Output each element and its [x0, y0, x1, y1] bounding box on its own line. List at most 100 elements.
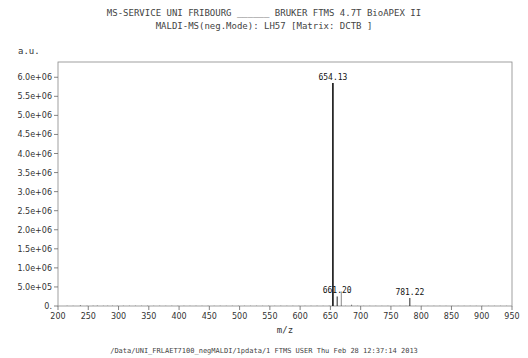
peak	[311, 305, 312, 306]
peak	[123, 305, 124, 306]
x-tick	[88, 306, 89, 310]
x-tick-label: 550	[262, 312, 277, 321]
peak	[189, 305, 190, 306]
x-tick-label: 200	[50, 312, 65, 321]
peak	[500, 305, 501, 306]
peak	[409, 298, 410, 306]
x-tick-label: 900	[474, 312, 489, 321]
x-tick-label: 850	[444, 312, 459, 321]
peak	[274, 305, 275, 306]
peak	[220, 305, 221, 306]
peak	[415, 305, 416, 306]
peak	[80, 305, 81, 306]
x-tick-label: 350	[141, 312, 156, 321]
peak	[165, 305, 166, 306]
peak	[244, 305, 245, 306]
peak	[147, 305, 148, 306]
y-tick	[54, 306, 58, 307]
x-tick-label: 700	[353, 312, 368, 321]
x-tick	[58, 306, 59, 310]
x-tick-label: 300	[111, 312, 126, 321]
x-tick-label: 800	[414, 312, 429, 321]
x-tick	[239, 306, 240, 310]
peak	[268, 305, 269, 306]
x-tick	[481, 306, 482, 310]
peak	[129, 305, 130, 306]
peak	[433, 305, 434, 306]
y-tick	[54, 248, 58, 249]
peak	[406, 305, 407, 306]
peak	[93, 305, 94, 306]
plot-frame	[58, 62, 512, 306]
y-tick-label: 4.5e+06	[17, 130, 52, 139]
peak	[87, 305, 88, 306]
subtitle: MALDI-MS(neg.Mode): LH57 [Matrix: DCTB ]	[156, 21, 373, 31]
peak	[439, 305, 440, 306]
peak	[488, 305, 489, 306]
peak	[107, 305, 108, 306]
y-tick-label: 2.0e+06	[17, 226, 52, 235]
peak	[141, 305, 142, 306]
peak	[506, 305, 507, 306]
x-tick	[269, 306, 270, 310]
peak	[323, 305, 324, 306]
x-tick-label: 650	[323, 312, 338, 321]
peak	[196, 305, 197, 306]
x-axis: 2002503003504004505005506006507007508008…	[50, 306, 519, 321]
peak	[286, 305, 287, 306]
y-tick-label: 5.0e+05	[17, 283, 52, 292]
peak	[345, 305, 346, 306]
peak	[171, 305, 172, 306]
peak	[298, 305, 299, 306]
y-tick	[54, 115, 58, 116]
y-axis-label: a.u.	[18, 46, 40, 56]
y-tick-label: 6.0e+06	[17, 73, 52, 82]
peak	[482, 305, 483, 306]
x-tick	[512, 306, 513, 310]
y-tick	[54, 77, 58, 78]
peak	[232, 305, 233, 306]
peak	[117, 305, 118, 306]
peak	[97, 305, 98, 306]
y-tick-label: 4.0e+06	[17, 150, 52, 159]
peak	[427, 305, 428, 306]
y-tick-label: 0.	[44, 302, 52, 311]
x-tick-label: 600	[292, 312, 307, 321]
peak	[280, 305, 281, 306]
peak	[458, 305, 459, 306]
x-tick-label: 250	[81, 312, 96, 321]
x-tick	[330, 306, 331, 310]
x-tick	[360, 306, 361, 310]
y-tick	[54, 286, 58, 287]
x-tick	[148, 306, 149, 310]
footer: /Data/UNI_FRLAET7100_negMALDI/1pdata/1 F…	[110, 347, 418, 355]
x-tick-label: 450	[202, 312, 217, 321]
peak	[337, 296, 338, 306]
y-tick-label: 3.5e+06	[17, 169, 52, 178]
peak	[421, 305, 422, 306]
peak	[292, 305, 293, 306]
peak	[351, 305, 352, 306]
y-tick-label: 5.0e+06	[17, 111, 52, 120]
peak	[135, 305, 136, 306]
peak	[357, 305, 358, 306]
peak	[250, 305, 251, 306]
x-tick	[421, 306, 422, 310]
y-tick-label: 2.5e+06	[17, 207, 52, 216]
x-tick-label: 950	[504, 312, 519, 321]
y-tick	[54, 210, 58, 211]
x-tick	[179, 306, 180, 310]
peak	[464, 305, 465, 306]
peak-label: 661.20	[323, 286, 352, 295]
x-tick	[300, 306, 301, 310]
peak	[446, 305, 447, 306]
y-tick	[54, 96, 58, 97]
peak	[375, 305, 376, 306]
y-tick-label: 1.0e+06	[17, 264, 52, 273]
y-tick-label: 1.5e+06	[17, 245, 52, 254]
peak	[159, 305, 160, 306]
peak	[208, 305, 209, 306]
peak	[67, 305, 68, 306]
y-tick	[54, 172, 58, 173]
peak	[183, 305, 184, 306]
